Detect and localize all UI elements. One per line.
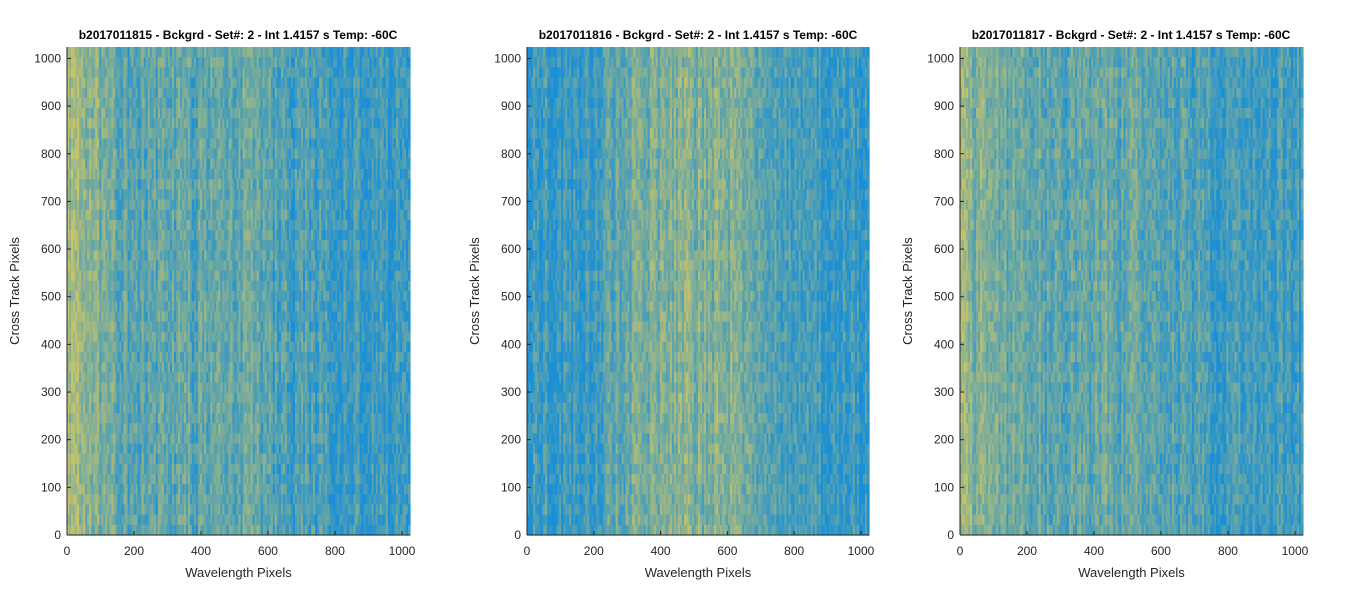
heatmap-image: [67, 47, 411, 536]
x-tick-label: 600: [258, 544, 278, 558]
y-tick-label: 500: [934, 290, 954, 304]
x-tick-label: 600: [1151, 544, 1171, 558]
y-tick-label: 500: [41, 290, 61, 304]
chart-title: b2017011817 - Bckgrd - Set#: 2 - Int 1.4…: [972, 28, 1291, 42]
x-tick-label: 800: [1218, 544, 1238, 558]
y-axis-label: Cross Track Pixels: [900, 237, 915, 345]
y-tick-label: 0: [514, 528, 521, 542]
y-axis-label: Cross Track Pixels: [7, 237, 22, 345]
y-tick-label: 200: [41, 433, 61, 447]
chart-title: b2017011815 - Bckgrd - Set#: 2 - Int 1.4…: [79, 28, 398, 42]
x-tick-label: 600: [717, 544, 737, 558]
x-tick-label: 200: [124, 544, 144, 558]
y-tick-label: 0: [947, 528, 954, 542]
y-tick-label: 900: [934, 99, 954, 113]
y-tick-label: 1000: [34, 51, 61, 65]
x-tick-label: 1000: [1282, 544, 1309, 558]
x-tick-label: 400: [651, 544, 671, 558]
y-tick-label: 600: [41, 242, 61, 256]
y-axis-label: Cross Track Pixels: [467, 237, 482, 345]
y-tick-label: 1000: [494, 51, 521, 65]
x-axis-label: Wavelength Pixels: [1078, 565, 1185, 580]
y-tick-label: 300: [41, 385, 61, 399]
heatmap-image: [527, 47, 870, 536]
x-tick-label: 0: [524, 544, 531, 558]
y-tick-label: 800: [41, 147, 61, 161]
chart-panel-2: 0 200 400 600 800 1000 0 100 200 300 400 500 600 700 8…: [467, 28, 875, 580]
x-tick-label: 200: [1017, 544, 1037, 558]
x-axis-label: Wavelength Pixels: [645, 565, 752, 580]
chart-panel-1: 0 200 400 600 800 1000 0 100 200 300 400 500 600 700 8…: [7, 28, 416, 580]
chart-title: b2017011816 - Bckgrd - Set#: 2 - Int 1.4…: [539, 28, 858, 42]
y-tick-label: 100: [934, 480, 954, 494]
y-tick-label: 200: [934, 433, 954, 447]
x-tick-label: 0: [957, 544, 964, 558]
y-tick-label: 700: [934, 194, 954, 208]
y-tick-label: 500: [501, 290, 521, 304]
y-tick-label: 900: [41, 99, 61, 113]
x-tick-label: 1000: [848, 544, 875, 558]
y-tick-label: 400: [41, 337, 61, 351]
y-tick-label: 700: [41, 194, 61, 208]
x-tick-label: 0: [64, 544, 71, 558]
y-tick-label: 700: [501, 194, 521, 208]
y-tick-label: 300: [934, 385, 954, 399]
x-tick-label: 200: [584, 544, 604, 558]
y-tick-label: 0: [54, 528, 61, 542]
chart-panel-3: 0 200 400 600 800 1000 0 100 200 300 400 500 600 700 8…: [900, 28, 1309, 580]
y-tick-label: 300: [501, 385, 521, 399]
heatmap-image: [960, 47, 1304, 536]
y-tick-label: 400: [501, 337, 521, 351]
y-tick-label: 800: [501, 147, 521, 161]
y-tick-label: 600: [934, 242, 954, 256]
y-tick-label: 1000: [927, 51, 954, 65]
x-tick-label: 800: [325, 544, 345, 558]
y-tick-label: 600: [501, 242, 521, 256]
x-tick-label: 400: [1084, 544, 1104, 558]
x-tick-label: 400: [191, 544, 211, 558]
x-tick-label: 800: [784, 544, 804, 558]
x-axis-label: Wavelength Pixels: [185, 565, 292, 580]
y-tick-label: 100: [501, 480, 521, 494]
y-tick-label: 400: [934, 337, 954, 351]
x-tick-label: 1000: [389, 544, 416, 558]
y-tick-label: 100: [41, 480, 61, 494]
y-tick-label: 200: [501, 433, 521, 447]
y-tick-label: 800: [934, 147, 954, 161]
y-tick-label: 900: [501, 99, 521, 113]
